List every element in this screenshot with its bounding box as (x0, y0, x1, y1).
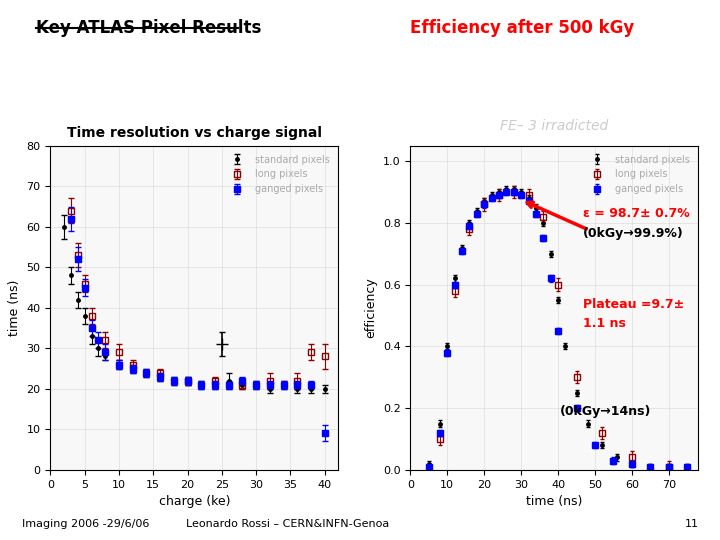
Text: ε = 98.7± 0.7%: ε = 98.7± 0.7% (583, 207, 690, 220)
Text: Key ATLAS Pixel Results: Key ATLAS Pixel Results (36, 19, 261, 37)
Legend: standard pixels, long pixels, ganged pixels: standard pixels, long pixels, ganged pix… (584, 151, 693, 198)
Text: (0kGy→99.9%): (0kGy→99.9%) (583, 226, 684, 240)
Y-axis label: efficiency: efficiency (364, 278, 377, 338)
Text: Efficiency after 500 kGy: Efficiency after 500 kGy (410, 19, 634, 37)
Text: Imaging 2006 -29/6/06: Imaging 2006 -29/6/06 (22, 519, 149, 529)
Text: FE– 3 irradicted: FE– 3 irradicted (500, 119, 608, 133)
Legend: standard pixels, long pixels, ganged pixels: standard pixels, long pixels, ganged pix… (224, 151, 333, 198)
X-axis label: charge (ke): charge (ke) (158, 495, 230, 508)
Text: Leonardo Rossi – CERN&INFN-Genoa: Leonardo Rossi – CERN&INFN-Genoa (186, 519, 390, 529)
Y-axis label: time (ns): time (ns) (8, 280, 21, 336)
Text: Plateau =9.7±: Plateau =9.7± (583, 298, 685, 311)
Text: 1.1 ns: 1.1 ns (583, 317, 626, 330)
Title: Time resolution vs charge signal: Time resolution vs charge signal (67, 126, 322, 140)
Text: (0kGy→14ns): (0kGy→14ns) (560, 404, 652, 418)
Text: 11: 11 (685, 519, 698, 529)
X-axis label: time (ns): time (ns) (526, 495, 582, 508)
